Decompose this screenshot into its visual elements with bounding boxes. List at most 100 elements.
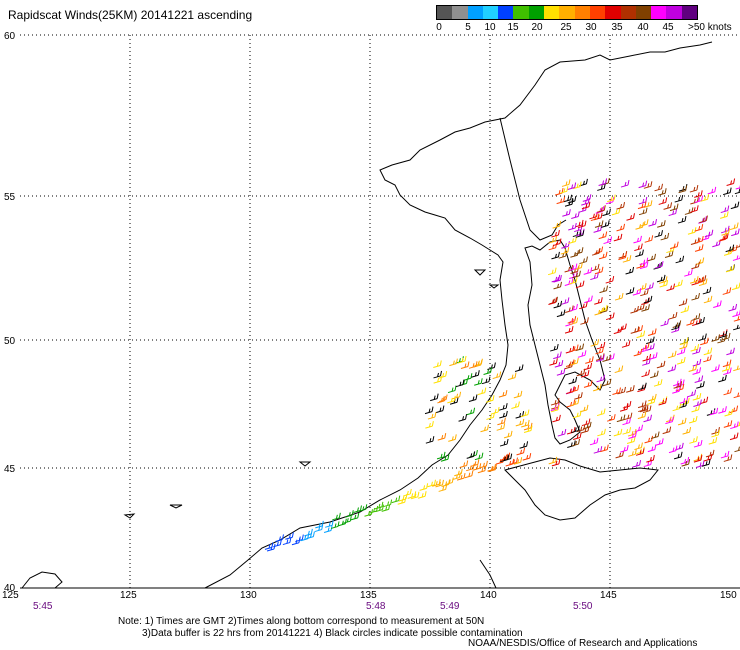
wind-barb — [690, 205, 699, 213]
wind-barb — [633, 235, 642, 244]
wind-barb — [507, 372, 517, 381]
wind-barb — [425, 421, 434, 429]
wind-barb — [733, 392, 740, 399]
wind-barb — [617, 386, 626, 395]
wind-barb — [448, 434, 457, 442]
wind-barb — [523, 422, 533, 431]
wind-barb — [601, 220, 610, 228]
wind-barb — [605, 275, 615, 284]
wind-barb — [407, 491, 417, 499]
wind-barb — [645, 282, 654, 291]
wind-barb — [720, 211, 729, 219]
wind-barb — [641, 304, 650, 312]
wind-barb — [720, 450, 730, 459]
wind-barb — [464, 470, 474, 479]
wind-barb — [568, 236, 577, 245]
wind-barb — [600, 444, 609, 453]
wind-barb — [692, 346, 701, 355]
wind-barb — [350, 512, 360, 521]
wind-barb — [599, 305, 609, 314]
wind-barb — [628, 431, 637, 439]
wind-barb — [570, 384, 580, 393]
wind-barb — [594, 266, 604, 275]
legend-label: 15 — [507, 22, 519, 33]
sakhalin-island — [524, 239, 606, 445]
wind-barb — [670, 241, 679, 250]
wind-barb — [718, 374, 727, 383]
wind-barb — [607, 414, 616, 422]
wind-barb — [684, 207, 694, 215]
wind-barb — [647, 328, 657, 336]
wind-barb — [677, 417, 687, 426]
wind-barb — [552, 414, 561, 423]
wind-barb — [643, 414, 652, 423]
wind-barb — [582, 194, 592, 202]
lon-label: 150 — [720, 590, 737, 601]
wind-barb — [554, 188, 564, 196]
wind-barb — [677, 215, 687, 224]
wind-barb — [707, 186, 717, 195]
wind-barb — [723, 187, 732, 196]
wind-barb — [568, 276, 578, 285]
small-island — [169, 504, 183, 509]
wind-barb — [553, 281, 563, 290]
lat-label: 40 — [4, 583, 16, 594]
wind-barb — [564, 278, 574, 286]
wind-barb — [726, 178, 736, 187]
legend-label: 40 — [637, 22, 649, 33]
wind-barb — [694, 244, 704, 252]
wind-barb — [343, 516, 352, 524]
legend-swatch — [498, 6, 514, 19]
wind-barb — [456, 473, 466, 481]
wind-speed-legend: 0 5 10 15 20 25 30 35 40 45 >50 knots — [436, 5, 736, 34]
wind-barb — [568, 263, 578, 272]
wind-barb — [273, 539, 282, 548]
legend-swatch — [544, 6, 560, 19]
wind-barb — [570, 398, 580, 407]
wind-barb — [614, 292, 624, 301]
latitude-labels: 40 45 50 55 60 — [4, 31, 16, 594]
honshu-island — [479, 559, 497, 589]
wind-barb — [730, 421, 739, 430]
wind-barb — [634, 442, 643, 451]
wind-barb — [577, 350, 587, 358]
wind-barb — [638, 382, 647, 391]
wind-barb — [695, 257, 705, 266]
wind-barb — [729, 432, 739, 441]
legend-swatch — [437, 6, 453, 19]
wind-barb — [658, 397, 668, 406]
small-island — [298, 461, 312, 467]
wind-barb — [638, 180, 648, 189]
wind-barb — [466, 407, 476, 416]
wind-barb — [698, 278, 708, 287]
wind-barb — [466, 463, 475, 472]
wind-barb — [452, 472, 461, 481]
wind-barb — [435, 479, 444, 488]
wind-barb — [567, 182, 577, 191]
wind-barb — [679, 341, 688, 350]
wind-barb — [639, 219, 649, 227]
wind-barb — [623, 412, 633, 421]
wind-barb — [556, 309, 566, 318]
wind-barb — [678, 185, 688, 194]
wind-barb — [735, 184, 740, 190]
wind-barb — [658, 197, 668, 205]
wind-barb — [691, 313, 701, 321]
wind-barb — [680, 305, 690, 314]
wind-barb — [607, 194, 616, 203]
legend-label: 35 — [611, 22, 623, 33]
wind-barb — [579, 301, 588, 310]
wind-barb — [548, 242, 558, 251]
wind-barb — [656, 360, 666, 369]
wind-barb — [438, 371, 448, 379]
wind-barb — [625, 287, 635, 295]
wind-barb — [569, 317, 579, 326]
wind-barb — [723, 248, 733, 256]
wind-barb — [643, 181, 653, 189]
wind-barb — [562, 209, 571, 217]
wind-barb — [703, 347, 713, 356]
wind-barb — [704, 229, 714, 238]
wind-barb — [314, 524, 324, 533]
wind-barb — [665, 416, 674, 425]
wind-barb — [733, 365, 740, 372]
